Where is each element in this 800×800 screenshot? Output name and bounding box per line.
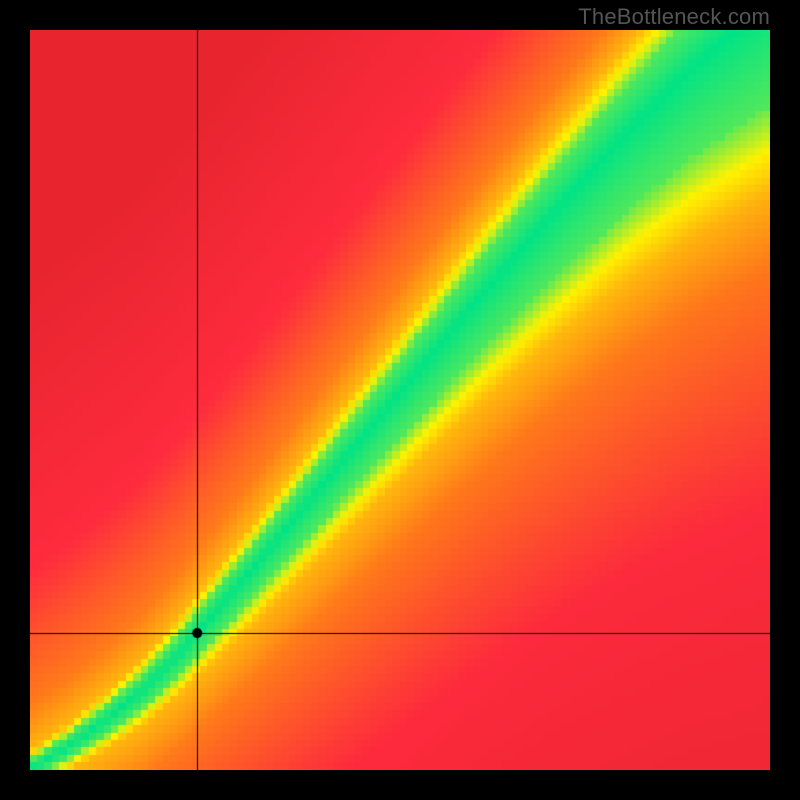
bottleneck-heatmap: [30, 30, 770, 770]
watermark-text: TheBottleneck.com: [578, 4, 770, 30]
chart-container: TheBottleneck.com: [0, 0, 800, 800]
